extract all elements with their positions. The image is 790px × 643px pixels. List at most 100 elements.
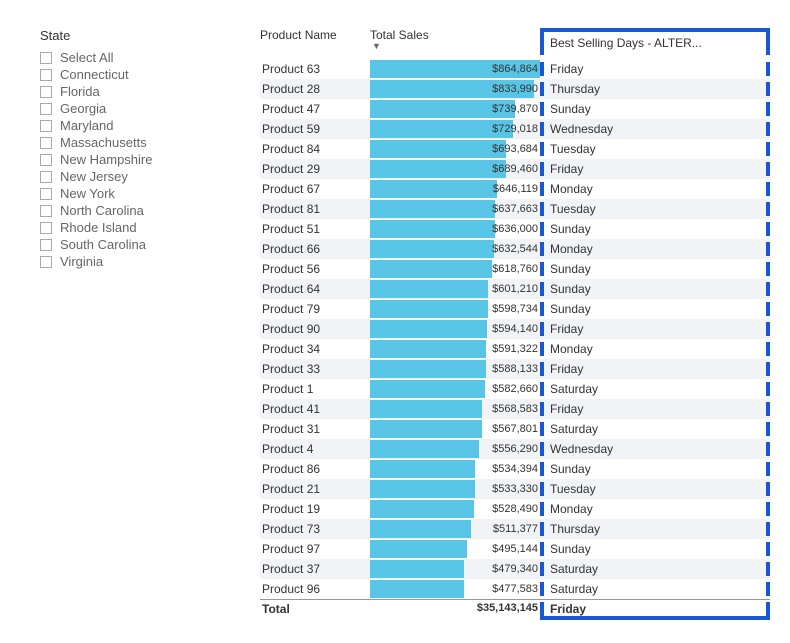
table-row[interactable]: Product 41$568,583Friday (260, 399, 770, 419)
checkbox-icon[interactable] (40, 137, 52, 149)
table-row[interactable]: Product 63$864,864Friday (260, 59, 770, 79)
cell-best-day: Tuesday (540, 142, 770, 156)
table-row[interactable]: Product 81$637,663Tuesday (260, 199, 770, 219)
cell-best-day: Saturday (540, 422, 770, 436)
table-row[interactable]: Product 31$567,801Saturday (260, 419, 770, 439)
cell-best-day: Saturday (540, 382, 770, 396)
cell-total-sales: $534,394 (370, 459, 540, 479)
table-row[interactable]: Product 90$594,140Friday (260, 319, 770, 339)
table-row[interactable]: Product 97$495,144Sunday (260, 539, 770, 559)
cell-total-sales: $601,210 (370, 279, 540, 299)
checkbox-icon[interactable] (40, 205, 52, 217)
checkbox-icon[interactable] (40, 171, 52, 183)
table-row[interactable]: Product 59$729,018Wednesday (260, 119, 770, 139)
sales-value-label: $588,133 (370, 363, 540, 375)
cell-total-sales: $479,340 (370, 559, 540, 579)
total-sales: $35,143,145 (370, 602, 540, 614)
slicer-item-label: New Hampshire (60, 152, 152, 167)
column-header-total-sales[interactable]: Total Sales ▼ (370, 28, 540, 55)
checkbox-icon[interactable] (40, 154, 52, 166)
sales-value-label: $534,394 (370, 463, 540, 475)
checkbox-icon[interactable] (40, 52, 52, 64)
sales-value-label: $477,583 (370, 583, 540, 595)
cell-best-day: Sunday (540, 222, 770, 236)
table-row[interactable]: Product 67$646,119Monday (260, 179, 770, 199)
table-row[interactable]: Product 84$693,684Tuesday (260, 139, 770, 159)
column-header-best-selling-days[interactable]: Best Selling Days - ALTER... (544, 32, 766, 54)
cell-total-sales: $636,000 (370, 219, 540, 239)
table-row[interactable]: Product 33$588,133Friday (260, 359, 770, 379)
slicer-item[interactable]: North Carolina (40, 202, 220, 219)
checkbox-icon[interactable] (40, 256, 52, 268)
cell-total-sales: $729,018 (370, 119, 540, 139)
slicer-item[interactable]: Georgia (40, 100, 220, 117)
product-table: Product Name Total Sales ▼ Best Selling … (260, 28, 770, 620)
checkbox-icon[interactable] (40, 103, 52, 115)
slicer-item[interactable]: Massachusetts (40, 134, 220, 151)
sales-value-label: $598,734 (370, 303, 540, 315)
slicer-item-label: New Jersey (60, 169, 128, 184)
table-row[interactable]: Product 64$601,210Sunday (260, 279, 770, 299)
checkbox-icon[interactable] (40, 222, 52, 234)
cell-total-sales: $646,119 (370, 179, 540, 199)
sales-value-label: $568,583 (370, 403, 540, 415)
table-row[interactable]: Product 1$582,660Saturday (260, 379, 770, 399)
sales-value-label: $582,660 (370, 383, 540, 395)
checkbox-icon[interactable] (40, 188, 52, 200)
slicer-item[interactable]: South Carolina (40, 236, 220, 253)
table-row[interactable]: Product 19$528,490Monday (260, 499, 770, 519)
table-row[interactable]: Product 28$833,990Thursday (260, 79, 770, 99)
slicer-item[interactable]: Maryland (40, 117, 220, 134)
sales-value-label: $864,864 (370, 63, 540, 75)
table-row[interactable]: Product 21$533,330Tuesday (260, 479, 770, 499)
slicer-item[interactable]: Florida (40, 83, 220, 100)
table-row[interactable]: Product 73$511,377Thursday (260, 519, 770, 539)
cell-product-name: Product 79 (260, 302, 370, 316)
cell-product-name: Product 21 (260, 482, 370, 496)
column-header-product-name[interactable]: Product Name (260, 28, 370, 55)
cell-best-day: Sunday (540, 542, 770, 556)
slicer-item[interactable]: Select All (40, 49, 220, 66)
checkbox-icon[interactable] (40, 239, 52, 251)
table-row[interactable]: Product 34$591,322Monday (260, 339, 770, 359)
highlighted-column-container: Best Selling Days - ALTER... (540, 28, 770, 55)
cell-total-sales: $594,140 (370, 319, 540, 339)
sales-value-label: $591,322 (370, 343, 540, 355)
slicer-item-label: Connecticut (60, 67, 129, 82)
table-row[interactable]: Product 86$534,394Sunday (260, 459, 770, 479)
cell-best-day: Sunday (540, 302, 770, 316)
table-row[interactable]: Product 29$689,460Friday (260, 159, 770, 179)
sales-value-label: $601,210 (370, 283, 540, 295)
slicer-item[interactable]: Virginia (40, 253, 220, 270)
checkbox-icon[interactable] (40, 120, 52, 132)
table-row[interactable]: Product 79$598,734Sunday (260, 299, 770, 319)
cell-best-day: Monday (540, 182, 770, 196)
cell-product-name: Product 64 (260, 282, 370, 296)
table-row[interactable]: Product 96$477,583Saturday (260, 579, 770, 599)
checkbox-icon[interactable] (40, 69, 52, 81)
slicer-item-label: Florida (60, 84, 100, 99)
slicer-item[interactable]: New York (40, 185, 220, 202)
table-row[interactable]: Product 4$556,290Wednesday (260, 439, 770, 459)
cell-product-name: Product 81 (260, 202, 370, 216)
table-row[interactable]: Product 56$618,760Sunday (260, 259, 770, 279)
cell-product-name: Product 33 (260, 362, 370, 376)
slicer-item[interactable]: New Hampshire (40, 151, 220, 168)
cell-best-day: Sunday (540, 102, 770, 116)
sales-value-label: $636,000 (370, 223, 540, 235)
cell-product-name: Product 73 (260, 522, 370, 536)
cell-best-day: Sunday (540, 262, 770, 276)
slicer-item[interactable]: Connecticut (40, 66, 220, 83)
slicer-item[interactable]: Rhode Island (40, 219, 220, 236)
table-row[interactable]: Product 47$739,870Sunday (260, 99, 770, 119)
slicer-item-label: Select All (60, 50, 113, 65)
slicer-item[interactable]: New Jersey (40, 168, 220, 185)
cell-total-sales: $556,290 (370, 439, 540, 459)
cell-best-day: Friday (540, 362, 770, 376)
sales-value-label: $689,460 (370, 163, 540, 175)
table-row[interactable]: Product 37$479,340Saturday (260, 559, 770, 579)
table-row[interactable]: Product 66$632,544Monday (260, 239, 770, 259)
table-row[interactable]: Product 51$636,000Sunday (260, 219, 770, 239)
cell-best-day: Friday (540, 402, 770, 416)
checkbox-icon[interactable] (40, 86, 52, 98)
